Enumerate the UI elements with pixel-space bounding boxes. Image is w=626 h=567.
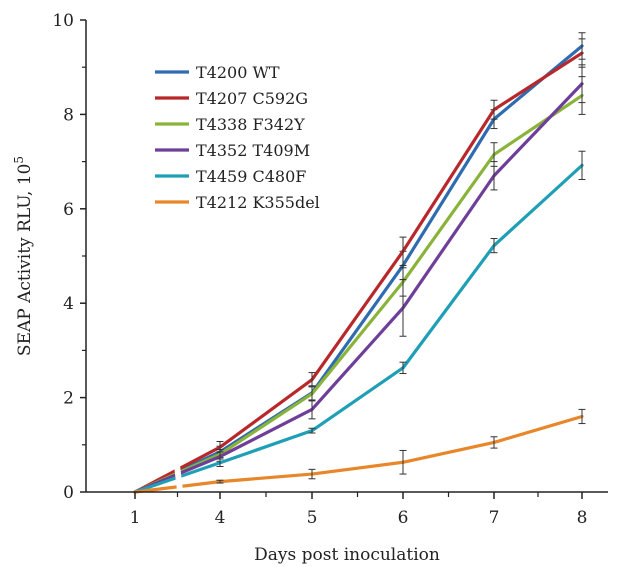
legend-item: T4212 K355del <box>155 193 320 212</box>
legend-item: T4200 WT <box>155 63 280 82</box>
x-ticks: 1 4 5 6 7 8 <box>130 492 588 528</box>
series-line <box>133 93 584 494</box>
plot-area <box>133 32 586 495</box>
series-t4338-f342y <box>133 76 586 494</box>
y-tick-label: 0 <box>63 483 74 503</box>
x-tick-label: 4 <box>215 508 226 528</box>
legend-label: T4459 C480F <box>196 167 306 186</box>
x-tick-label: 1 <box>130 508 141 528</box>
x-tick-label: 6 <box>398 508 409 528</box>
legend-item: T4207 C592G <box>155 89 308 108</box>
y-tick-label: 8 <box>63 105 74 125</box>
y-ticks: 0 2 4 6 8 10 <box>52 11 86 503</box>
legend-item: T4459 C480F <box>155 167 306 186</box>
x-tick-label: 5 <box>307 508 318 528</box>
series-t4352-t409m <box>133 64 586 494</box>
y-tick-label: 6 <box>63 200 74 220</box>
series-line <box>133 414 584 494</box>
y-tick-label: 2 <box>63 389 74 409</box>
x-tick-label: 7 <box>489 508 500 528</box>
x-axis-title: Days post inoculation <box>254 545 440 565</box>
series-t4212-k355del <box>133 408 586 494</box>
legend-label: T4212 K355del <box>196 193 320 212</box>
series-t4207-c592g <box>133 38 586 494</box>
series-line <box>133 163 584 494</box>
y-axis-title-exponent: 5 <box>12 156 26 164</box>
legend-item: T4352 T409M <box>155 141 310 160</box>
axis-break <box>171 444 184 495</box>
y-tick-label: 10 <box>52 11 74 31</box>
legend-label: T4338 F342Y <box>196 115 305 134</box>
y-axis-title: SEAP Activity RLU, 105 <box>12 156 35 356</box>
y-tick-label: 4 <box>63 294 74 314</box>
legend-label: T4200 WT <box>196 63 280 82</box>
legend: T4200 WT T4207 C592G T4338 F342Y T4352 T409… <box>155 63 320 212</box>
legend-label: T4207 C592G <box>196 89 308 108</box>
series-line <box>133 44 584 494</box>
series-line <box>133 51 584 494</box>
legend-item: T4338 F342Y <box>155 115 305 134</box>
y-axis-title-main: SEAP Activity RLU, 10 <box>15 164 35 357</box>
legend-label: T4352 T409M <box>196 141 310 160</box>
x-tick-label: 8 <box>577 508 588 528</box>
series-line <box>133 82 584 494</box>
series-t4459-c480f <box>133 150 586 494</box>
